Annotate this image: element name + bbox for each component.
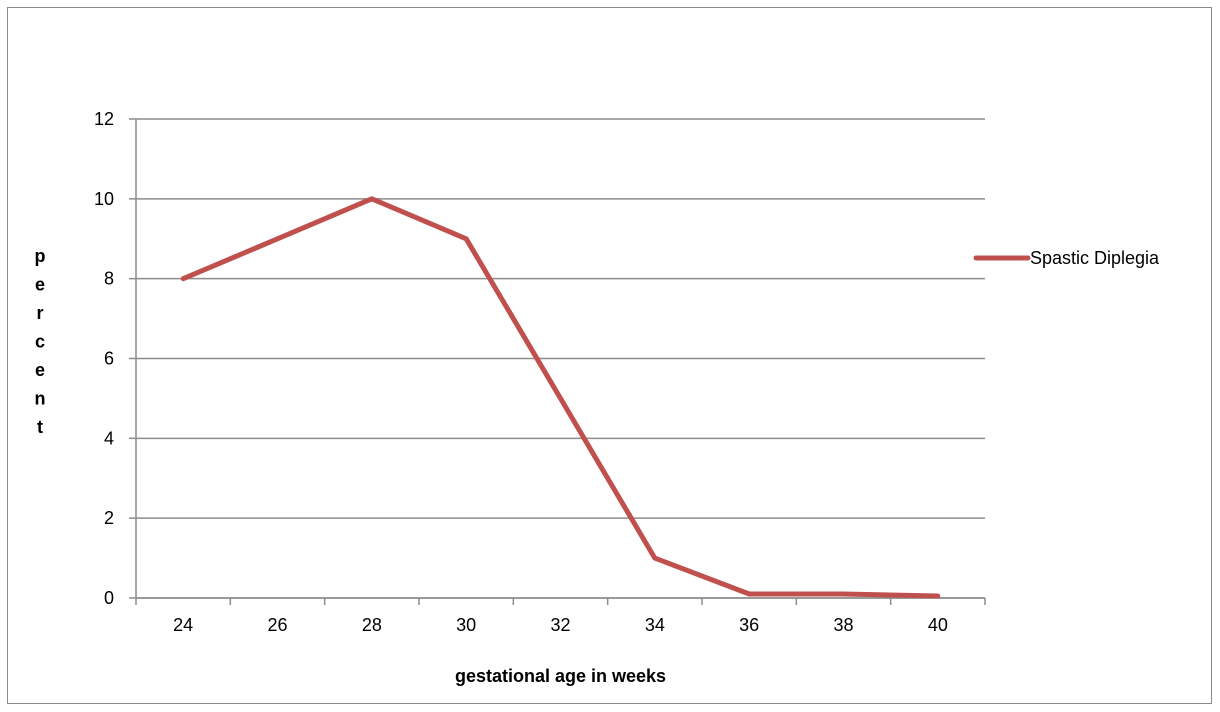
x-tick-label-30: 30 <box>456 615 476 635</box>
x-tick-label-32: 32 <box>550 615 570 635</box>
y-tick-label-6: 6 <box>104 349 114 369</box>
y-tick-label-8: 8 <box>104 269 114 289</box>
gridlines <box>136 118 985 599</box>
x-tick-label-26: 26 <box>267 615 287 635</box>
y-axis-ticks: 0 2 4 6 8 10 12 <box>94 109 136 608</box>
x-tick-label-28: 28 <box>362 615 382 635</box>
y-tick-label-0: 0 <box>104 588 114 608</box>
y-axis-title-letter: r <box>36 303 43 323</box>
chart-area <box>7 7 1212 704</box>
x-tick-label-38: 38 <box>833 615 853 635</box>
x-axis-ticks: 24 26 28 30 32 34 36 38 40 <box>135 598 986 635</box>
x-tick-label-36: 36 <box>739 615 759 635</box>
y-tick-label-2: 2 <box>104 508 114 528</box>
y-tick-label-4: 4 <box>104 428 114 448</box>
x-tick-label-24: 24 <box>173 615 193 635</box>
y-axis-title-letter: c <box>35 332 45 352</box>
y-axis-title-letter: e <box>35 275 45 295</box>
x-axis-title: gestational age in weeks <box>455 666 666 686</box>
y-axis-title-letter: n <box>35 389 46 409</box>
y-axis-title-letter: t <box>37 417 43 437</box>
legend: Spastic Diplegia <box>973 248 1160 268</box>
legend-label-spastic-diplegia: Spastic Diplegia <box>1030 248 1160 268</box>
x-tick-label-34: 34 <box>645 615 665 635</box>
series-line-spastic-diplegia <box>180 196 941 599</box>
series-layer <box>180 196 941 599</box>
y-tick-label-12: 12 <box>94 109 114 129</box>
y-axis-title-letter: e <box>35 360 45 380</box>
y-tick-label-10: 10 <box>94 189 114 209</box>
y-axis-title-letter: p <box>35 246 46 266</box>
x-tick-label-40: 40 <box>928 615 948 635</box>
